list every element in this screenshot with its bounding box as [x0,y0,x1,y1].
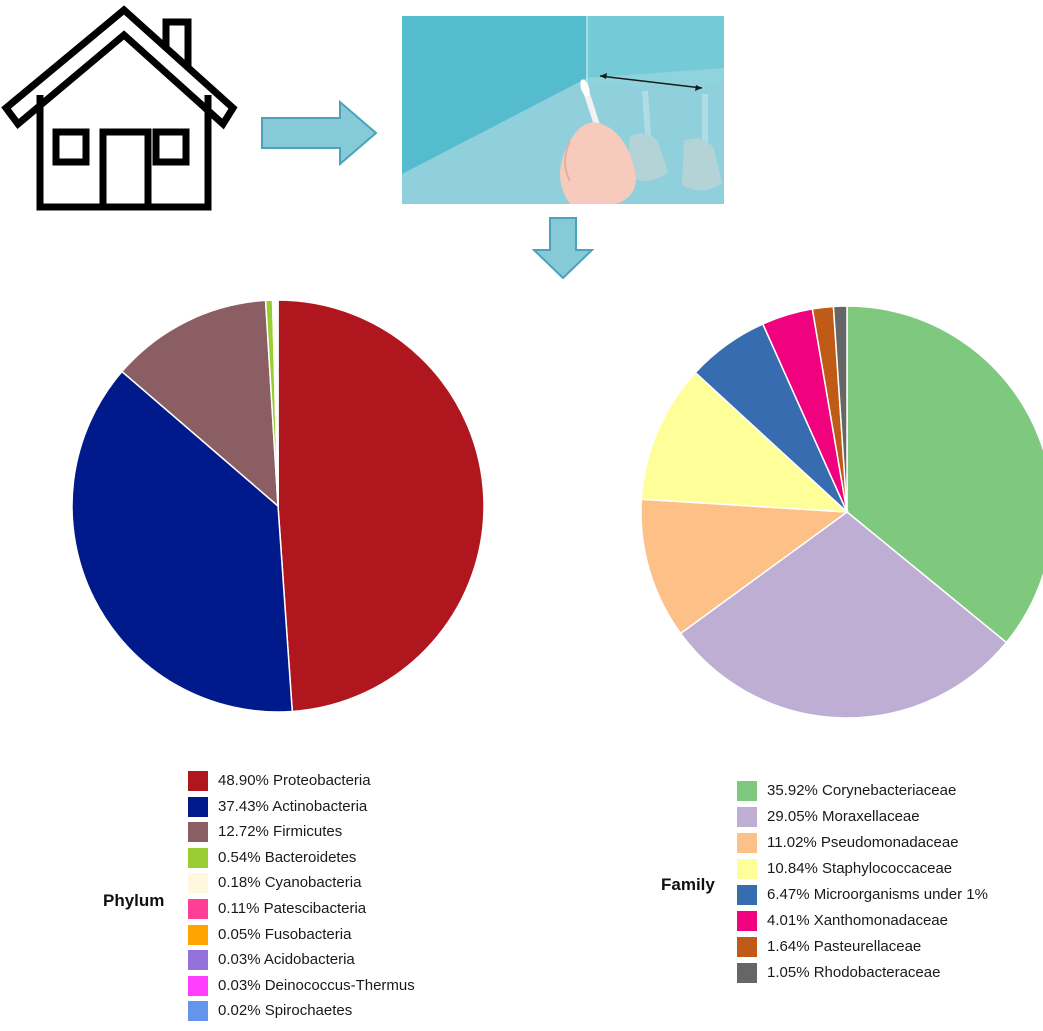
family-legend-label: 6.47% Microorganisms under 1% [767,886,988,903]
phylum-pie-chart [60,290,500,730]
phylum-legend-swatch [188,950,208,970]
family-legend-label: 11.02% Pseudomonadaceae [767,834,959,851]
family-legend-title: Family [661,875,715,895]
phylum-legend-label: 0.54% Bacteroidetes [218,849,356,866]
phylum-legend-swatch [188,797,208,817]
arrow-right-icon [258,98,380,168]
phylum-legend-label: 12.72% Firmicutes [218,823,342,840]
family-legend-swatch [737,859,757,879]
phylum-legend-swatch [188,822,208,842]
phylum-legend-swatch [188,771,208,791]
family-pie-chart [630,296,1043,736]
phylum-legend-label: 0.03% Acidobacteria [218,951,355,968]
phylum-legend-swatch [188,976,208,996]
phylum-slice-0 [278,300,484,712]
family-legend-swatch [737,781,757,801]
phylum-legend-label: 0.02% Spirochaetes [218,1002,352,1019]
family-legend-swatch [737,963,757,983]
swab-sampling-illustration [402,16,724,204]
family-legend-swatch [737,807,757,827]
family-legend-swatch [737,833,757,853]
arrow-down-icon [530,216,596,282]
family-legend-label: 10.84% Staphylococcaceae [767,860,952,877]
phylum-legend-swatch [188,1001,208,1021]
phylum-legend-swatch [188,848,208,868]
family-legend-label: 29.05% Moraxellaceae [767,808,920,825]
phylum-legend-label: 0.11% Patescibacteria [218,900,366,917]
phylum-legend-swatch [188,899,208,919]
family-legend-swatch [737,885,757,905]
family-legend: 35.92% Corynebacteriaceae 29.05% Moraxell… [737,781,1043,991]
house-icon [0,0,240,215]
family-legend-label: 4.01% Xanthomonadaceae [767,912,948,929]
phylum-legend-swatch [188,925,208,945]
phylum-legend-label: 0.03% Deinococcus-Thermus [218,977,415,994]
phylum-legend: 48.90% Proteobacteria 37.43% Actinobacter… [188,771,488,1031]
phylum-legend-swatch [188,873,208,893]
family-legend-swatch [737,911,757,931]
phylum-legend-label: 0.18% Cyanobacteria [218,874,361,891]
phylum-legend-label: 48.90% Proteobacteria [218,772,371,789]
phylum-legend-title: Phylum [103,891,164,911]
family-legend-swatch [737,937,757,957]
phylum-legend-label: 0.05% Fusobacteria [218,926,351,943]
family-legend-label: 35.92% Corynebacteriaceae [767,782,956,799]
family-legend-label: 1.64% Pasteurellaceae [767,938,921,955]
family-legend-label: 1.05% Rhodobacteraceae [767,964,940,981]
phylum-legend-label: 37.43% Actinobacteria [218,798,367,815]
